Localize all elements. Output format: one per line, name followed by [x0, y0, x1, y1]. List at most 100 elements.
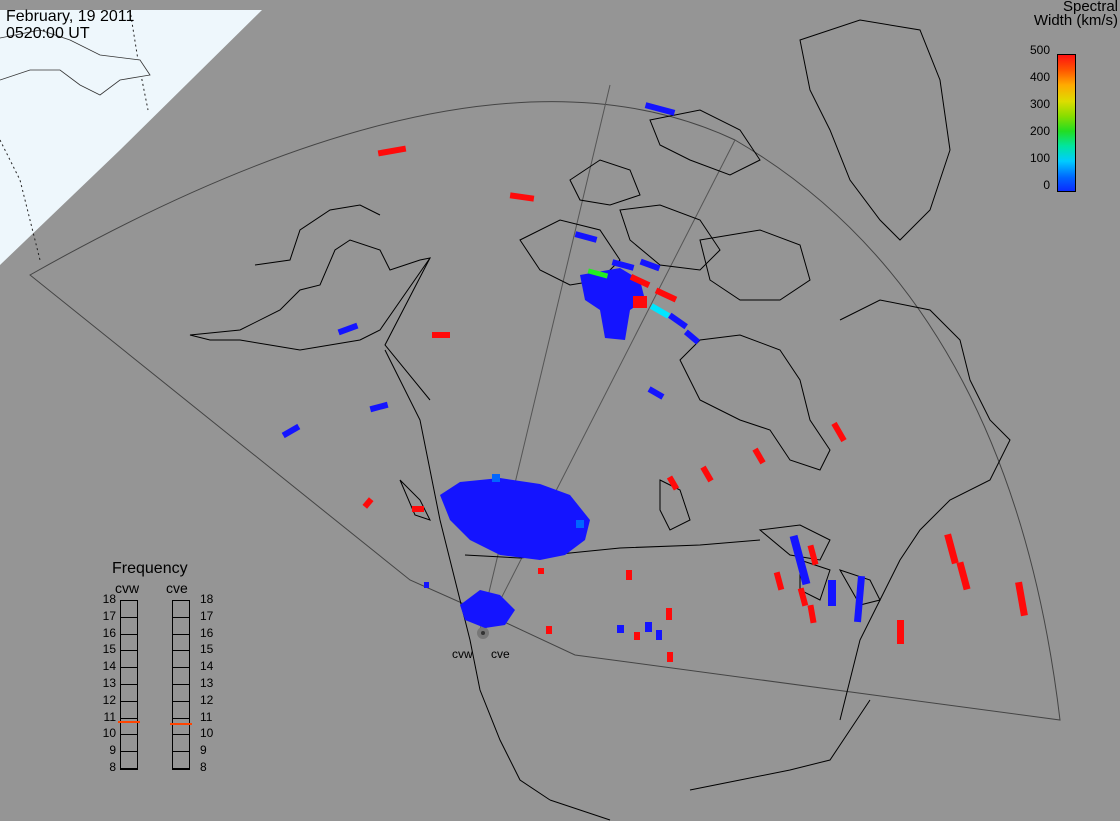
frequency-level-label: 15 — [102, 642, 116, 657]
echo-blue — [337, 322, 359, 336]
frequency-level-label: 16 — [102, 625, 116, 640]
echo-green — [587, 268, 609, 279]
frequency-cell — [121, 702, 137, 719]
frequency-level-label: 12 — [200, 692, 214, 707]
frequency-cell — [173, 668, 189, 685]
echo-red — [752, 447, 766, 465]
frequency-level-label: 11 — [200, 709, 213, 724]
echo-red — [634, 632, 640, 640]
frequency-cell — [173, 601, 189, 618]
radar-site-dot — [481, 631, 485, 635]
frequency-level-label: 10 — [200, 726, 214, 741]
echo-blue — [424, 582, 429, 588]
echo-red — [666, 608, 672, 620]
echo-red — [538, 568, 544, 574]
echo-red — [956, 561, 971, 591]
echo-red — [432, 332, 450, 338]
echo-red — [546, 626, 552, 634]
echo-red — [807, 544, 819, 566]
radar-label-cvw: cvw — [452, 647, 473, 661]
frequency-level-label: 8 — [200, 760, 207, 774]
colorbar-title-line2: Width (km/s) — [1033, 12, 1118, 29]
echo-red — [700, 465, 714, 483]
echo-blue — [574, 231, 598, 243]
frequency-cell — [121, 651, 137, 669]
colorbar-title-line1: Spectral — [1062, 0, 1118, 15]
frequency-level-label: 14 — [102, 659, 116, 674]
echo-blue — [656, 630, 662, 640]
frequency-radar-left: cvw — [115, 580, 140, 596]
frequency-cell — [121, 685, 137, 702]
frequency-cell — [121, 719, 137, 736]
coastlines — [189, 19, 1011, 821]
scatter-region-large — [440, 478, 590, 560]
frequency-cell — [121, 752, 137, 769]
frequency-cell — [173, 651, 189, 669]
frequency-level-label: 12 — [102, 692, 116, 707]
frequency-cell — [173, 752, 189, 769]
colorbar-tick: 500 — [1029, 43, 1050, 57]
fov-boundary — [29, 101, 1061, 721]
frequency-level-label: 14 — [200, 659, 214, 674]
echo-red — [807, 604, 817, 624]
echo-red — [626, 570, 632, 580]
frequency-marker-cve — [170, 722, 192, 725]
colorbar-tick: 0 — [1043, 178, 1050, 192]
echo-red — [944, 533, 959, 565]
echo-blue — [647, 386, 665, 400]
echo-blue — [854, 575, 865, 623]
frequency-level-label: 8 — [109, 760, 116, 774]
echo-red — [897, 620, 904, 644]
echo-blue — [683, 329, 701, 345]
echo-red — [629, 274, 651, 288]
frequency-level-label: 18 — [200, 592, 214, 606]
frequency-cell — [173, 719, 189, 736]
echo-blue — [644, 102, 676, 116]
frequency-cell — [121, 735, 137, 753]
echo-red — [667, 652, 673, 662]
frequency-level-label: 11 — [103, 709, 116, 724]
frequency-cell — [173, 685, 189, 702]
echo-red — [412, 506, 424, 512]
colorbar-title: Spectral Width (km/s) — [998, 0, 1118, 28]
frequency-level-label: 13 — [102, 676, 116, 690]
colorbar-tick: 100 — [1029, 151, 1050, 165]
radar-label-cve: cve — [491, 647, 510, 661]
frequency-bar-cve — [172, 600, 190, 770]
frequency-level-label: 10 — [102, 726, 116, 741]
frequency-cell — [121, 618, 137, 635]
echo-blue — [369, 401, 389, 413]
frequency-cell — [121, 635, 137, 652]
colorbar-tick: 200 — [1029, 124, 1050, 138]
echo-blue — [645, 622, 652, 632]
frequency-cell — [173, 618, 189, 635]
colorbar-tick: 400 — [1029, 70, 1050, 84]
frequency-cell — [173, 702, 189, 719]
frequency-level-label: 16 — [200, 625, 214, 640]
frequency-level-label: 17 — [200, 608, 214, 623]
echo-red — [509, 192, 535, 202]
echo-blue — [789, 534, 811, 586]
timestamp-block: February, 19 2011 0520:00 UT — [6, 8, 134, 42]
echo-blue — [281, 423, 301, 439]
echo-cyan — [649, 303, 671, 319]
echo-blue — [611, 259, 635, 271]
scatter-echoes — [281, 102, 1028, 662]
time-label: 0520:00 UT — [6, 25, 90, 42]
date-label: February, 19 2011 — [6, 8, 135, 25]
frequency-level-label: 9 — [200, 743, 207, 758]
frequency-cell — [173, 635, 189, 652]
echo-red — [831, 421, 847, 443]
echo-blue — [576, 520, 584, 528]
frequency-title: Frequency — [112, 560, 188, 577]
echo-red — [377, 145, 407, 157]
frequency-bar-cvw — [120, 600, 138, 770]
echo-red — [773, 571, 785, 591]
scatter-region-north — [580, 268, 645, 340]
echo-red — [666, 475, 680, 491]
colorbar-gradient — [1057, 54, 1076, 192]
echo-red — [1015, 581, 1028, 617]
echo-red — [362, 497, 374, 509]
frequency-level-label: 13 — [200, 676, 214, 690]
